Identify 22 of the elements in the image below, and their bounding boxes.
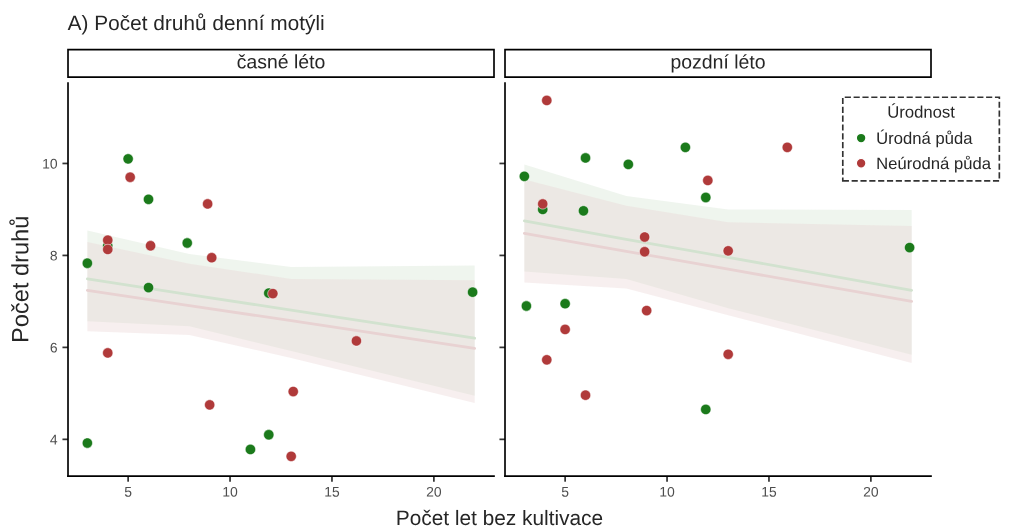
legend-title: Úrodnost bbox=[888, 103, 955, 118]
y-tick-label: 8 bbox=[50, 250, 57, 261]
point bbox=[559, 298, 571, 310]
y-tick-label: 4 bbox=[50, 434, 58, 445]
legend-label: Neúrodná půda bbox=[877, 155, 992, 173]
x-tick-label: 20 bbox=[426, 486, 442, 497]
x-tick-label: 15 bbox=[325, 487, 340, 497]
chart-title: pozdní léto bbox=[671, 54, 765, 73]
line-series bbox=[85, 277, 477, 340]
y-axis-title: Počet druhů bbox=[9, 217, 29, 342]
y-tick-label: 6 bbox=[50, 342, 57, 353]
x-tick-label: 10 bbox=[223, 486, 238, 497]
x-tick-label: 10 bbox=[660, 486, 675, 497]
x-tick-label: 15 bbox=[762, 487, 777, 497]
chart-title: časné léto bbox=[237, 54, 325, 69]
y-tick-label: 10 bbox=[43, 158, 58, 169]
x-tick-label: 5 bbox=[561, 487, 569, 497]
x-tick-label: 20 bbox=[863, 486, 879, 497]
x-tick-label: 5 bbox=[124, 487, 132, 497]
legend-label: Úrodná půda bbox=[877, 129, 973, 148]
text: A) Počet druhů denní motýli bbox=[67, 13, 324, 35]
x-axis-title: Počet let bez kultivace bbox=[397, 509, 603, 526]
